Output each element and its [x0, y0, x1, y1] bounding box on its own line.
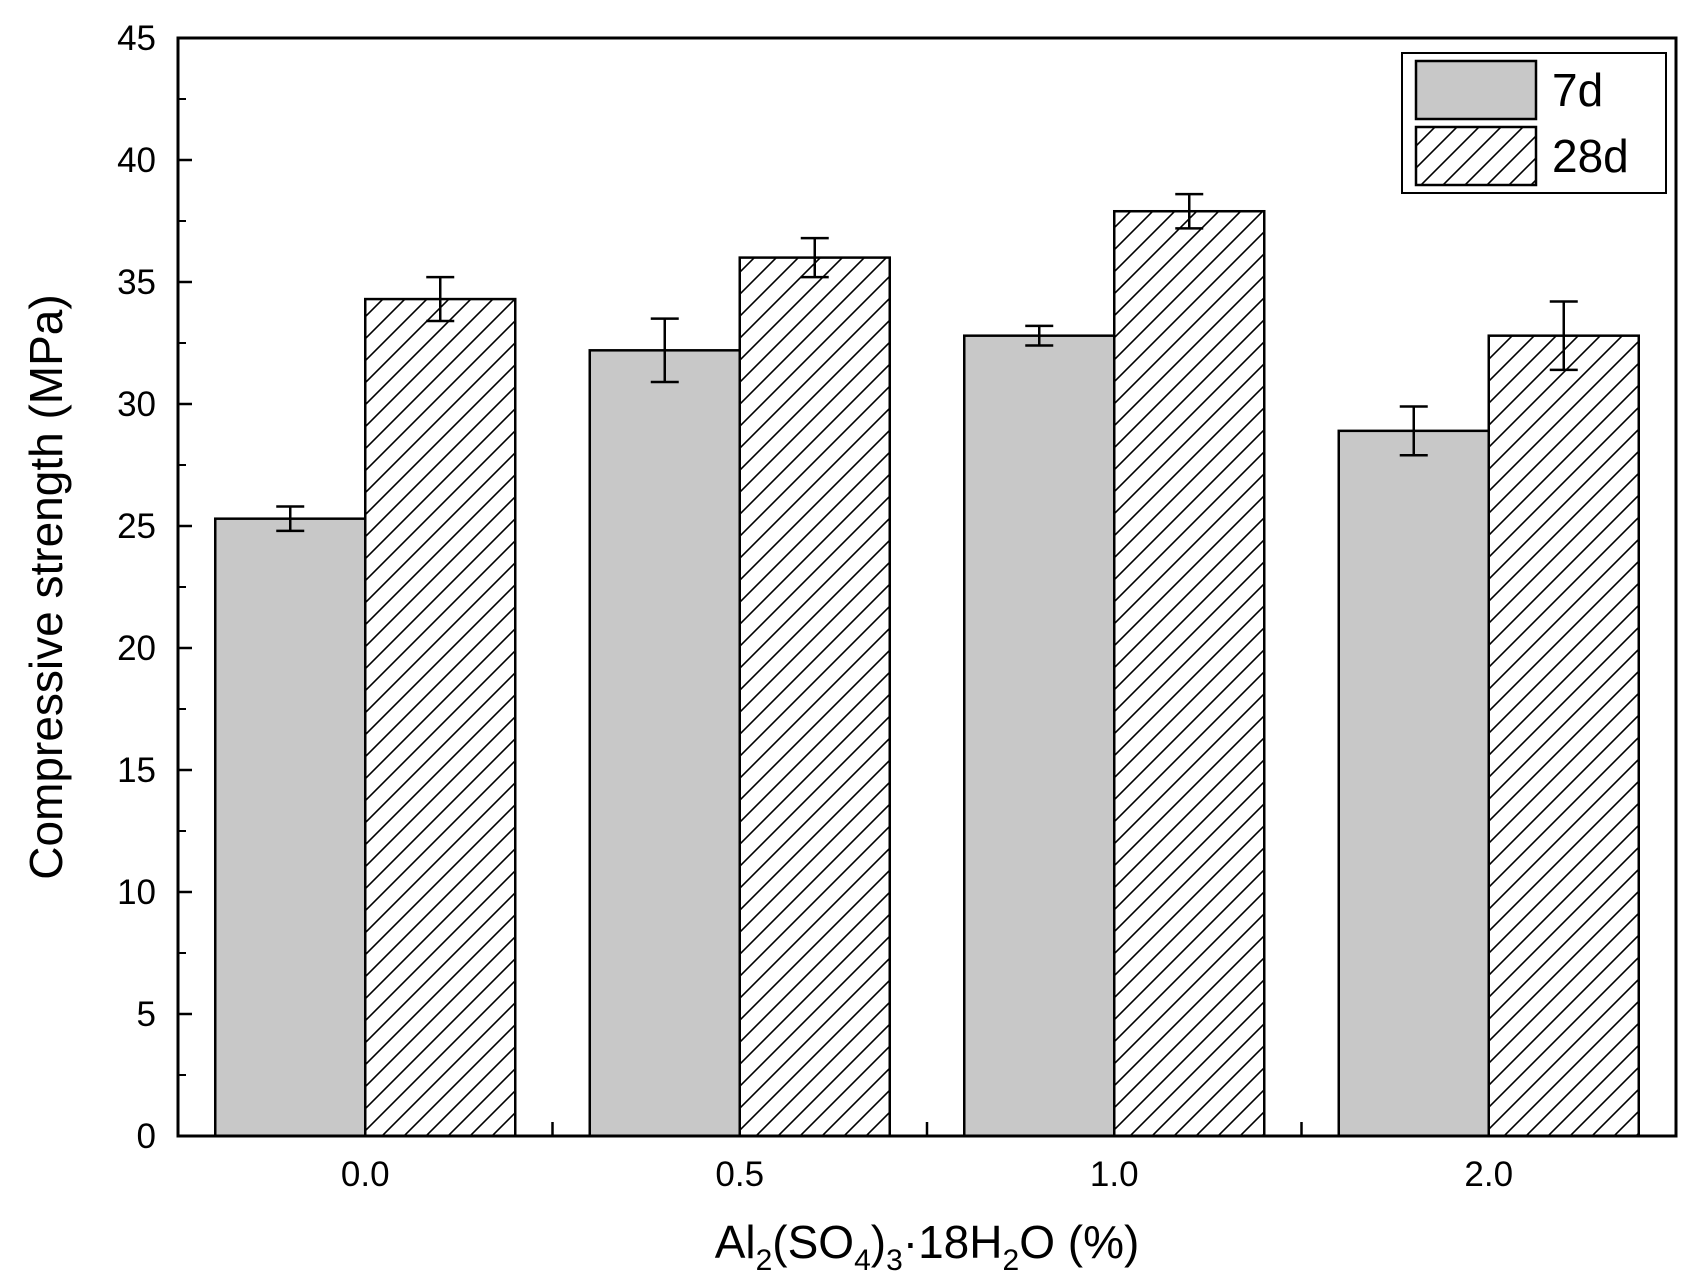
y-tick-label: 0 [137, 1117, 156, 1156]
y-tick-label: 20 [117, 629, 156, 668]
bar-28d-0.5 [738, 256, 891, 1138]
y-tick-label: 25 [117, 507, 156, 546]
bar-7d-0.0 [214, 517, 367, 1138]
legend-swatch-7d [1414, 59, 1538, 121]
x-label-subscript: 4 [854, 1244, 871, 1277]
x-axis-label: Al2(SO4)3·18H2O (%) [715, 1216, 1140, 1277]
y-tick-label: 10 [117, 873, 156, 912]
axes-layer: 0 5 10 15 20 25 30 35 40 45 0.0 0.5 1.0 2.0 [117, 19, 1678, 1194]
bar-7d-2.0 [1337, 429, 1490, 1138]
x-label-subscript: 3 [886, 1244, 903, 1277]
y-tick-label: 35 [117, 263, 156, 302]
y-tick-label: 45 [117, 19, 156, 58]
x-label-part: O (%) [1019, 1216, 1139, 1268]
bar-7d-0.5 [588, 349, 741, 1138]
bars-layer [214, 192, 1640, 1138]
bar-28d-2.0 [1487, 334, 1640, 1138]
x-label-part: ·18H [903, 1216, 1003, 1268]
y-tick-label: 30 [117, 385, 156, 424]
bar-28d-0.0 [364, 297, 517, 1138]
x-tick-label: 1.0 [1090, 1155, 1139, 1194]
x-label-part: ) [871, 1216, 886, 1268]
y-axis-label: Compressive strength (MPa) [20, 294, 72, 879]
x-tick-label: 0.5 [715, 1155, 764, 1194]
x-tick-label: 2.0 [1464, 1155, 1513, 1194]
y-tick-label: 5 [137, 995, 156, 1034]
legend-label-28d: 28d [1552, 130, 1629, 182]
bar-7d-1.0 [963, 334, 1116, 1138]
legend-swatch-28d [1414, 125, 1538, 187]
x-label-part: (SO [772, 1216, 854, 1268]
x-tick-label: 0.0 [341, 1155, 390, 1194]
legend-label-7d: 7d [1552, 64, 1603, 116]
x-label-part: Al [715, 1216, 756, 1268]
bar-28d-1.0 [1113, 209, 1266, 1138]
x-label-subscript: 2 [756, 1244, 773, 1277]
x-label-subscript: 2 [1003, 1244, 1020, 1277]
y-tick-label: 40 [117, 141, 156, 180]
y-tick-label: 15 [117, 751, 156, 790]
